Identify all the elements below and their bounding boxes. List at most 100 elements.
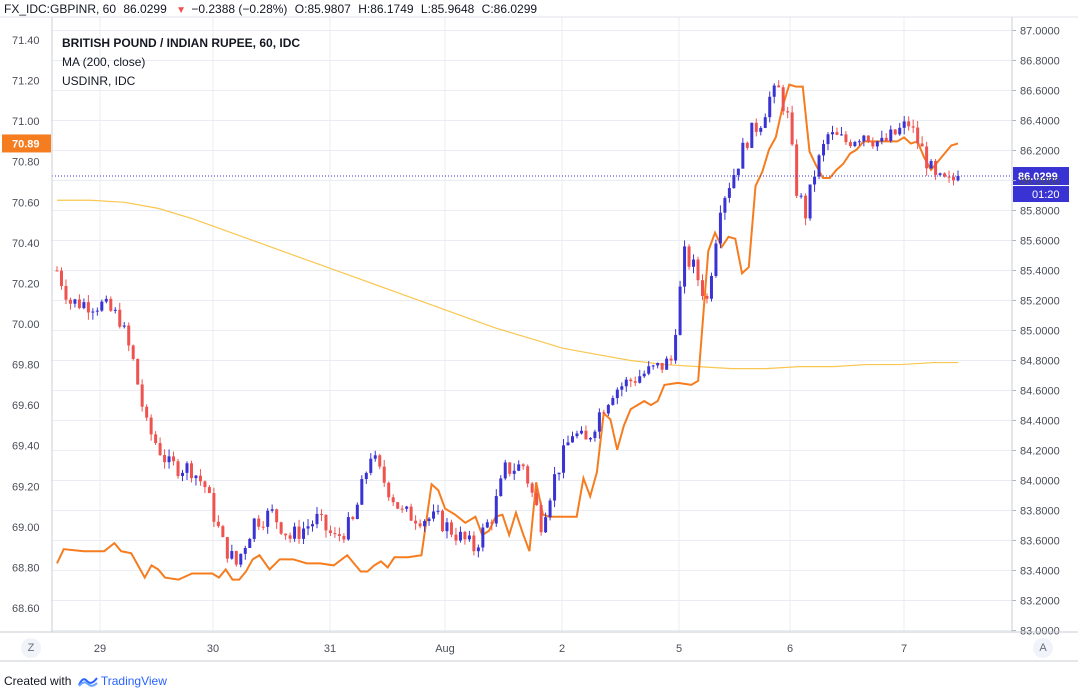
candle-body xyxy=(727,188,731,198)
auto-scale-button[interactable]: A xyxy=(1033,638,1053,658)
plot-background xyxy=(52,17,1012,632)
candle-body xyxy=(920,143,924,147)
candle-body xyxy=(288,535,292,539)
legend-ma[interactable]: MA (200, close) xyxy=(62,55,146,69)
candle-body xyxy=(795,144,799,196)
candle-body xyxy=(351,517,355,520)
x-axis-tick: 7 xyxy=(901,643,907,655)
candle-body xyxy=(275,509,279,523)
candle-body xyxy=(189,463,193,479)
candle-body xyxy=(203,481,207,488)
candle-body xyxy=(373,455,377,459)
left-axis-tick: 68.60 xyxy=(12,603,40,615)
low-value: 85.9648 xyxy=(430,2,475,16)
candle-body xyxy=(149,417,153,435)
candle-body xyxy=(938,173,942,175)
candle-body xyxy=(225,537,229,559)
candle-body xyxy=(82,302,86,309)
candle-body xyxy=(409,506,413,521)
candle-body xyxy=(611,398,615,405)
candle-body xyxy=(633,381,637,383)
x-axis-tick: 5 xyxy=(676,643,682,655)
compare-value-label: 70.89 xyxy=(12,138,40,150)
candle-body xyxy=(597,412,601,432)
candle-body xyxy=(620,386,624,390)
candle-body xyxy=(665,358,669,370)
candle-body xyxy=(925,146,929,169)
candle-body xyxy=(786,111,790,113)
candle-body xyxy=(485,522,489,528)
candle-body xyxy=(324,514,328,531)
candle-body xyxy=(55,270,59,272)
symbol-label[interactable]: FX_IDC:GBPINR, 60 xyxy=(4,2,117,16)
right-axis-tick: 83.2000 xyxy=(1020,596,1060,608)
candle-body xyxy=(163,455,167,463)
candle-body xyxy=(458,531,462,541)
candle-body xyxy=(131,345,135,360)
candle-body xyxy=(346,517,350,540)
x-axis-tick: 30 xyxy=(207,643,219,655)
left-axis-tick: 69.80 xyxy=(12,360,40,372)
candle-body xyxy=(176,461,180,476)
candle-body xyxy=(337,534,341,536)
candle-body xyxy=(638,376,642,383)
candle-body xyxy=(651,365,655,367)
candle-body xyxy=(91,311,95,313)
candle-body xyxy=(441,510,445,532)
x-axis-tick: 29 xyxy=(94,643,106,655)
left-axis-tick: 69.60 xyxy=(12,400,40,412)
candle-body xyxy=(826,134,830,145)
close-value: 86.0299 xyxy=(493,2,538,16)
candle-body xyxy=(889,129,893,141)
candle-body xyxy=(705,295,709,299)
axis-layer: 87.0000 86.8000 86.6000 86.4000 86.2000 86.00… xyxy=(0,16,1078,662)
ma-layer xyxy=(57,199,958,370)
candle-body xyxy=(355,504,359,520)
candle-body xyxy=(875,141,879,147)
zoom-button[interactable]: Z xyxy=(21,638,41,658)
candle-body xyxy=(683,246,687,287)
candle-body xyxy=(387,482,391,498)
candle-body xyxy=(499,478,503,497)
candle-body xyxy=(86,302,90,313)
right-axis-tick: 84.6000 xyxy=(1020,386,1060,398)
candle-body xyxy=(880,137,884,142)
legend-compare[interactable]: USDINR, IDC xyxy=(62,74,136,88)
candle-body xyxy=(817,155,821,177)
candle-body xyxy=(427,518,431,522)
candle-body xyxy=(553,474,557,501)
left-axis-tick: 70.40 xyxy=(12,238,40,250)
candle-body xyxy=(68,299,72,304)
candle-body xyxy=(759,127,763,132)
candle-body xyxy=(606,404,610,414)
candle-body xyxy=(790,112,794,145)
candle-body xyxy=(122,325,126,327)
candle-body xyxy=(687,246,691,267)
candle-body xyxy=(570,436,574,443)
candle-body xyxy=(463,531,467,540)
right-axis-tick: 87.0000 xyxy=(1020,26,1060,38)
right-axis-tick: 83.4000 xyxy=(1020,566,1060,578)
candle-body xyxy=(947,176,951,178)
candle-body xyxy=(839,134,843,136)
candle-body xyxy=(59,270,63,286)
candle-body xyxy=(656,362,660,366)
legend-title[interactable]: BRITISH POUND / INDIAN RUPEE, 60, IDC xyxy=(62,36,301,50)
candle-body xyxy=(230,551,234,559)
candle-body xyxy=(723,197,727,213)
candle-body xyxy=(328,530,332,534)
candle-body xyxy=(194,475,198,479)
grid-layer xyxy=(52,17,1012,632)
left-axis-tick: 71.20 xyxy=(12,76,40,88)
candle-body xyxy=(279,522,283,534)
tradingview-brand[interactable]: TradingView xyxy=(100,674,167,688)
x-axis-tick: Aug xyxy=(435,643,455,655)
candle-body xyxy=(588,437,592,440)
close-label: C: xyxy=(481,2,494,16)
candle-body xyxy=(624,379,628,387)
candle-body xyxy=(642,373,646,377)
candle-body xyxy=(396,502,400,509)
candle-body xyxy=(239,553,243,565)
created-with-label: Created with xyxy=(4,674,72,688)
